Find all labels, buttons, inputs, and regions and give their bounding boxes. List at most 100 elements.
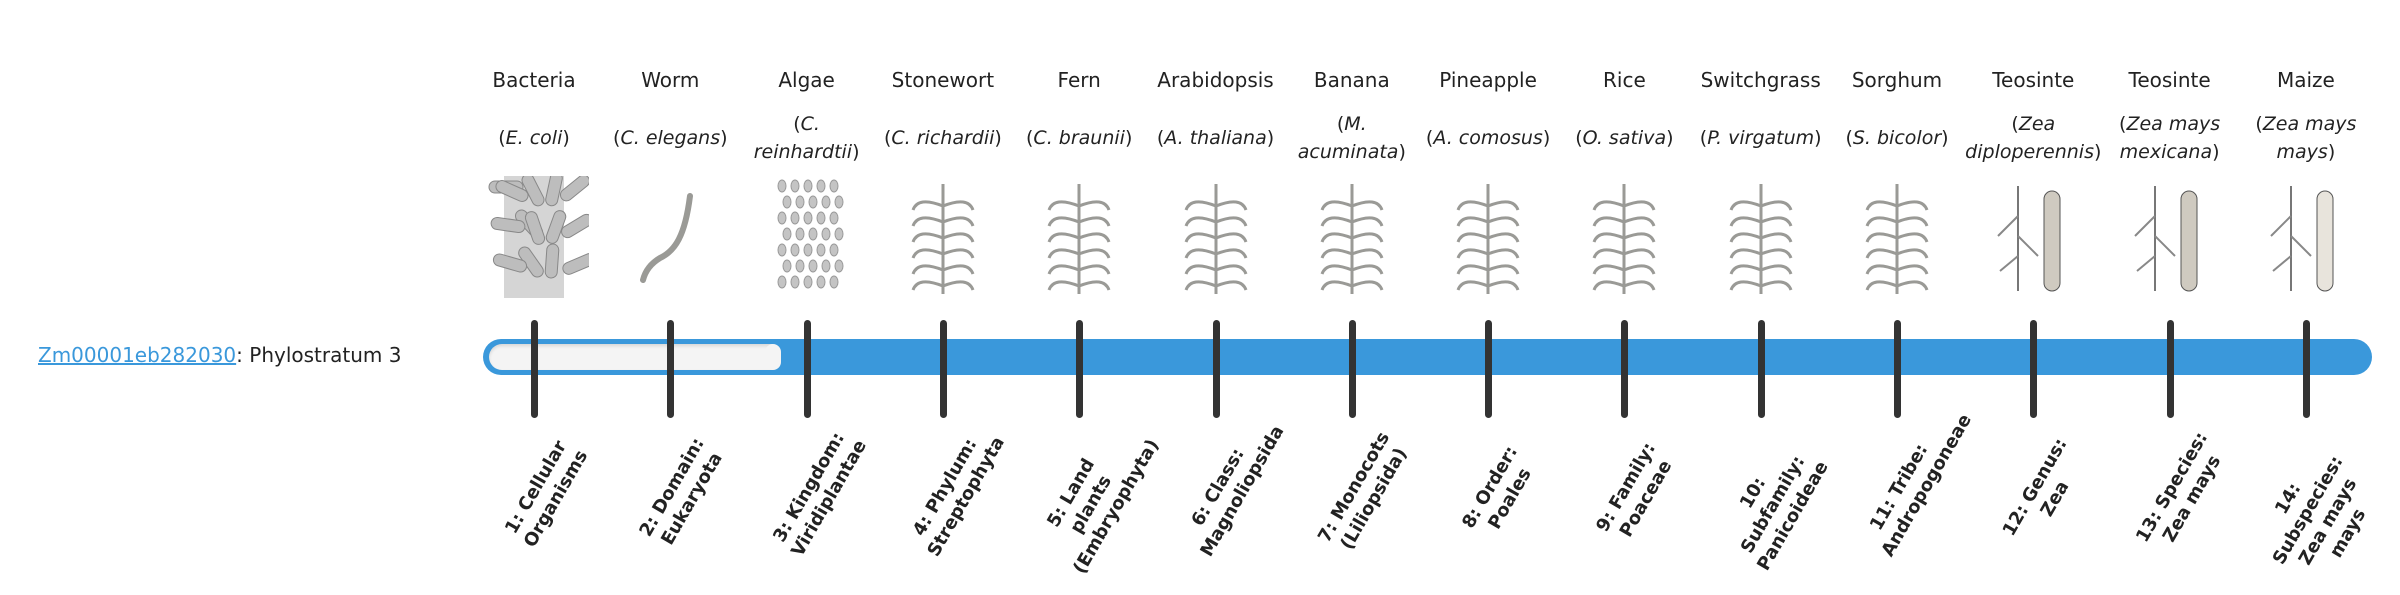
organism-column: Teosinte (Zea mays mexicana) bbox=[2102, 66, 2238, 174]
species-italic: E. coli bbox=[505, 127, 563, 149]
phylostratum-tick bbox=[531, 320, 538, 418]
phylostratum-tick bbox=[2030, 320, 2038, 418]
phylostratum-label: 5: Land plants (Embryophyta) bbox=[1043, 435, 1164, 578]
species-italic: A. thaliana bbox=[1164, 127, 1267, 149]
phylostratum-label: 10: Subfamily: Panicoideae bbox=[1735, 452, 1833, 575]
phylostratum-label: 9: Family: Poaceae bbox=[1592, 438, 1677, 541]
species-italic: Zea mays mays bbox=[2262, 113, 2357, 163]
organism-column: Teosinte (Zea diploperennis) bbox=[1965, 66, 2101, 174]
species-italic: C. reinhardtii bbox=[753, 113, 853, 163]
arabidopsis-icon bbox=[1148, 176, 1284, 298]
organism-column: Worm (C. elegans) bbox=[602, 66, 738, 174]
phylostratum-label: 14: Subspecies: Zea mays mays bbox=[2268, 452, 2371, 569]
organism-column: Pineapple (A. comosus) bbox=[1420, 66, 1556, 174]
switchgrass-icon bbox=[1693, 176, 1829, 298]
phylostratum-tick bbox=[1621, 320, 1629, 418]
organism-column: Banana (M. acuminata) bbox=[1284, 66, 1420, 174]
organism-common-name: Fern bbox=[1057, 68, 1101, 92]
phylostratum-tick bbox=[1894, 320, 1901, 418]
phylostratum-tick bbox=[1348, 320, 1356, 418]
phylostratum-label: 3: Kingdom: Viridiplantae bbox=[768, 428, 871, 561]
organism-column: Switchgrass (P. virgatum) bbox=[1693, 66, 1829, 174]
organism-species-name: (O. sativa) bbox=[1575, 127, 1674, 149]
species-italic: P. virgatum bbox=[1707, 127, 1815, 149]
organism-common-name: Arabidopsis bbox=[1157, 68, 1274, 92]
species-italic: M. acuminata bbox=[1297, 113, 1399, 163]
organism-column: Algae (C. reinhardtii) bbox=[739, 66, 875, 174]
phylostratum-label: 4: Phylum: Streptophyta bbox=[908, 433, 1009, 561]
organism-column: Bacteria (E. coli) bbox=[466, 66, 602, 174]
organism-species-name: (M. acuminata) bbox=[1297, 113, 1406, 163]
organism-column: Stonewort (C. richardii) bbox=[875, 66, 1011, 174]
organism-column: Maize (Zea mays mays) bbox=[2238, 66, 2374, 174]
phylostratum-tick bbox=[1212, 320, 1220, 418]
phylostratum-label: 6: Class: Magnoliopsida bbox=[1186, 421, 1288, 561]
organism-species-name: (E. coli) bbox=[498, 127, 570, 149]
teosinte-icon bbox=[1965, 176, 2101, 298]
organism-common-name: Worm bbox=[641, 68, 700, 92]
phylostratum-tick bbox=[939, 320, 947, 418]
organism-common-name: Rice bbox=[1603, 68, 1646, 92]
phylostratum-label: 1: Cellular Organisms bbox=[501, 437, 593, 551]
worm-icon bbox=[602, 176, 738, 298]
organism-common-name: Banana bbox=[1313, 68, 1390, 92]
organism-species-name: (C. braunii) bbox=[1026, 127, 1133, 149]
species-italic: C. richardii bbox=[891, 127, 995, 149]
maize-icon bbox=[2238, 176, 2374, 298]
banana-icon bbox=[1284, 176, 1420, 298]
organism-common-name: Bacteria bbox=[492, 68, 576, 92]
species-italic: C. braunii bbox=[1033, 127, 1125, 149]
organism-common-name: Algae bbox=[778, 68, 835, 92]
organism-species-name: (A. thaliana) bbox=[1156, 127, 1275, 149]
phylostratum-tick bbox=[2166, 320, 2174, 418]
organism-common-name: Teosinte bbox=[2128, 68, 2211, 92]
organism-species-name: (S. bicolor) bbox=[1845, 127, 1949, 149]
organism-common-name: Maize bbox=[2276, 68, 2335, 92]
species-italic: Zea mays mexicana bbox=[2119, 113, 2221, 163]
organism-common-name: Pineapple bbox=[1439, 68, 1537, 92]
species-italic: S. bicolor bbox=[1852, 127, 1942, 149]
organism-species-name: (C. richardii) bbox=[883, 127, 1002, 149]
phylostratum-text: : Phylostratum 3 bbox=[236, 343, 402, 367]
phylostratum-label: 8: Order: Poales bbox=[1458, 442, 1536, 533]
stonewort-icon bbox=[875, 176, 1011, 298]
rice-icon bbox=[1556, 176, 1692, 298]
phylostratum-bar bbox=[483, 339, 2372, 375]
pineapple-icon bbox=[1420, 176, 1556, 298]
organism-column: Fern (C. braunii) bbox=[1011, 66, 1147, 174]
organism-species-name: (C. elegans) bbox=[613, 127, 728, 149]
phylostratum-label: 12: Genus: Zea bbox=[1998, 434, 2074, 540]
phylostratum-tick bbox=[803, 320, 811, 418]
organism-common-name: Sorghum bbox=[1851, 68, 1943, 92]
phylostratum-tick bbox=[1757, 320, 1765, 418]
organism-species-name: (A. comosus) bbox=[1425, 127, 1551, 149]
organism-species-name: (Zea mays mays) bbox=[2255, 113, 2357, 163]
organism-column: Rice (O. sativa) bbox=[1556, 66, 1692, 174]
species-italic: C. elegans bbox=[620, 127, 721, 149]
organism-species-name: (Zea mays mexicana) bbox=[2119, 113, 2221, 163]
organism-common-name: Switchgrass bbox=[1700, 68, 1821, 92]
phylostratum-label: 2: Domain: Eukaryota bbox=[635, 434, 728, 549]
organism-column: Arabidopsis (A. thaliana) bbox=[1148, 66, 1284, 174]
organism-species-name: (Zea diploperennis) bbox=[1965, 113, 2102, 163]
phylostratum-tick bbox=[1485, 320, 1493, 418]
gene-id-link[interactable]: Zm00001eb282030 bbox=[38, 343, 237, 367]
phylostratum-label: 13: Species: Zea mays bbox=[2131, 428, 2225, 546]
phylostratum-label: 11: Tribe: Andropogoneae bbox=[1865, 410, 1976, 561]
organism-species-name: (C. reinhardtii) bbox=[753, 113, 860, 163]
species-italic: A. comosus bbox=[1433, 127, 1543, 149]
organism-common-name: Teosinte bbox=[1992, 68, 2075, 92]
sorghum-icon bbox=[1829, 176, 1965, 298]
organism-common-name: Stonewort bbox=[891, 68, 995, 92]
species-italic: Zea diploperennis bbox=[1965, 113, 2094, 163]
algae-icon bbox=[739, 176, 875, 298]
species-italic: O. sativa bbox=[1582, 127, 1667, 149]
phylostratum-tick bbox=[1076, 320, 1084, 418]
bacteria-icon bbox=[466, 176, 602, 298]
organism-species-name: (P. virgatum) bbox=[1699, 127, 1822, 149]
fern-icon bbox=[1011, 176, 1147, 298]
phylostratum-tick bbox=[667, 320, 675, 418]
gene-phylostratum-label: Zm00001eb282030: Phylostratum 3 bbox=[38, 343, 401, 367]
organism-column: Sorghum (S. bicolor) bbox=[1829, 66, 1965, 174]
teosinte-mexicana-icon bbox=[2102, 176, 2238, 298]
